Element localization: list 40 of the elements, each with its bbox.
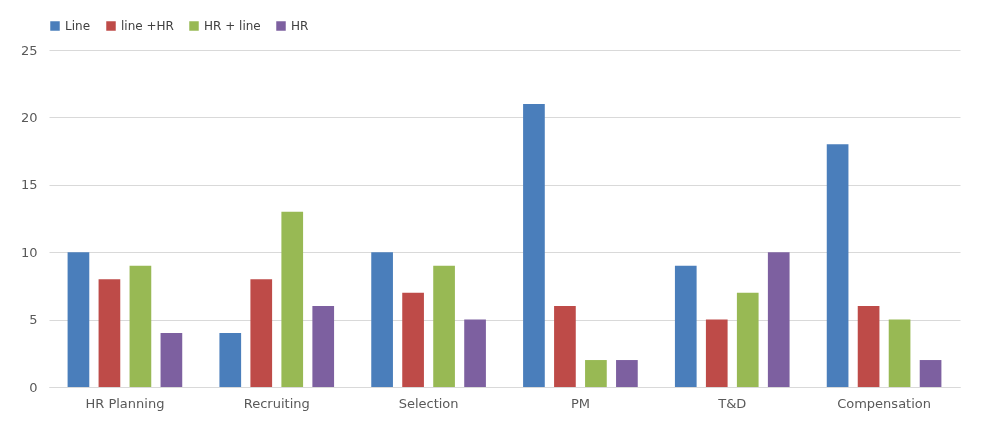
bar	[433, 265, 455, 387]
bar	[674, 265, 697, 387]
x-tick-label: T&D	[717, 395, 747, 411]
y-tick-label: 20	[20, 109, 38, 125]
bar	[523, 103, 545, 387]
bar	[888, 319, 911, 387]
bar	[312, 306, 335, 387]
bar	[857, 306, 880, 387]
bar	[129, 265, 152, 387]
x-tick-label: Selection	[398, 395, 459, 411]
x-tick-label: HR Planning	[85, 395, 165, 411]
bar	[826, 144, 849, 387]
legend-label: HR	[291, 19, 309, 33]
x-tick-label: PM	[570, 395, 590, 411]
y-tick-label: 25	[20, 42, 38, 58]
legend-label: line +HR	[121, 19, 174, 33]
bar	[464, 319, 486, 387]
legend-label: Line	[65, 19, 91, 33]
bar	[281, 211, 304, 387]
bar	[67, 252, 90, 387]
bar	[767, 252, 790, 387]
bar	[98, 279, 121, 387]
bar	[736, 292, 759, 387]
bar	[219, 333, 242, 387]
y-tick-label: 10	[20, 244, 38, 260]
bar	[402, 292, 424, 387]
x-tick-label: Recruiting	[243, 395, 310, 411]
bar	[919, 360, 942, 387]
bar	[250, 279, 273, 387]
bar	[585, 360, 607, 387]
y-tick-label: 0	[29, 379, 38, 395]
x-tick-label: Compensation	[837, 395, 931, 411]
bar	[554, 306, 576, 387]
bar	[616, 360, 638, 387]
legend-label: HR + line	[204, 19, 261, 33]
bar	[160, 333, 183, 387]
y-tick-label: 5	[29, 312, 38, 328]
bar	[371, 252, 393, 387]
y-tick-label: 15	[20, 177, 38, 193]
bar	[705, 319, 728, 387]
